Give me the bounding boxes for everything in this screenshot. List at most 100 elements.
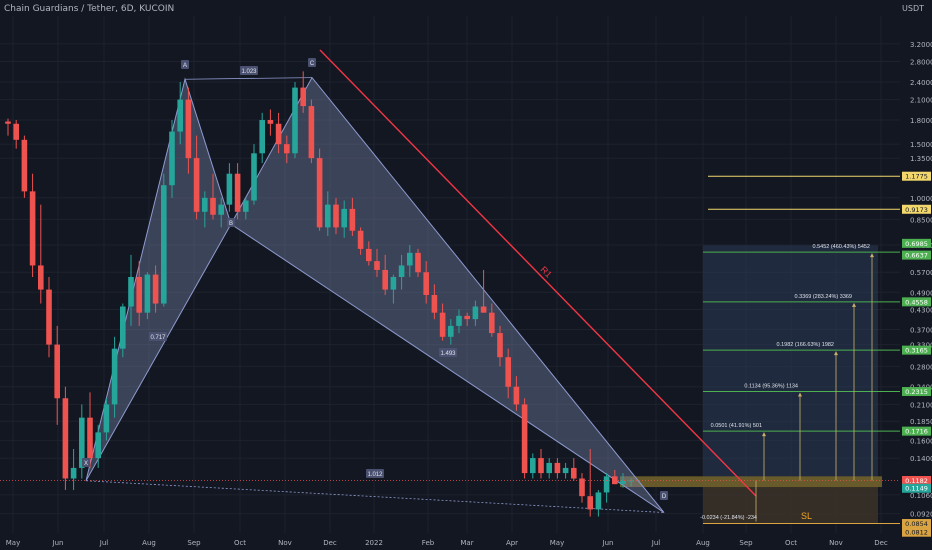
price-tag (902, 204, 931, 214)
candle-body (620, 480, 626, 485)
projection-zone (620, 245, 882, 524)
price-tag (902, 238, 931, 248)
ratio-badge (149, 332, 167, 341)
price-tag (902, 297, 931, 307)
x-tick-label: Sep (187, 539, 201, 547)
price-tag-label: 0.4558 (905, 298, 928, 306)
pattern-labels: A B C D X 1.023 0.717 1.493 1.012 (82, 58, 668, 500)
x-tick-label: Jun (602, 539, 614, 547)
price-tag-label: 1.1775 (905, 173, 928, 181)
pattern-point-a: A (183, 63, 187, 69)
candle-body (202, 197, 208, 212)
y-tick-label: 1.3500 (910, 155, 932, 163)
candle-body (111, 348, 118, 405)
pattern-point-badge (227, 218, 235, 227)
target-label: 0.1982 (166.63%) 1982 (777, 342, 835, 348)
candle-body (554, 462, 561, 474)
candle-body (480, 306, 487, 313)
candle-body (128, 276, 134, 307)
candle-body (46, 289, 52, 345)
target-arrow-head (834, 351, 838, 356)
candle-body (357, 230, 364, 249)
currency-unit: USDT (902, 4, 924, 13)
candle-body (603, 476, 610, 493)
target-arrow-head (870, 253, 874, 258)
price-tag (902, 387, 931, 397)
y-tick-label: 2.8000 (910, 59, 932, 67)
x-tick-label: May (6, 539, 20, 547)
candle-body (259, 120, 265, 154)
candle-body (251, 153, 257, 201)
x-tick-label: Nov (278, 539, 292, 547)
y-axis: 3.2000 2.8000 2.4000 2.1000 1.8000 1.5000 1.35… (900, 0, 932, 550)
x-tick-label: Feb (422, 539, 435, 547)
candle-body (439, 312, 446, 337)
x-tick-label: Apr (506, 539, 518, 547)
y-tick-label: 2.1000 (910, 97, 932, 105)
resistance-line (319, 49, 757, 497)
stop-zone (703, 480, 878, 524)
y-tick-label: 3.2000 (910, 41, 932, 49)
candle-body (70, 467, 77, 479)
pattern-point-d: D (662, 494, 667, 500)
x-tick-label: Jul (99, 539, 109, 547)
candle-body (169, 131, 175, 186)
x-tick-label: Oct (785, 539, 797, 547)
candle-body (177, 99, 183, 132)
candle-body (562, 467, 569, 474)
candle-body (407, 252, 413, 266)
candle-body (333, 204, 339, 228)
ratio-label: 1.023 (241, 69, 257, 75)
price-tag (902, 426, 931, 436)
candle-body (579, 478, 585, 497)
pattern-point-b: B (229, 221, 233, 227)
price-tag (902, 483, 931, 493)
stop-loss-label: SL (801, 511, 812, 521)
candle-body (62, 398, 69, 479)
stop-loss-value: -0.0234 (-21.84%) -234 (700, 515, 757, 521)
candle-body (505, 357, 511, 387)
price-tag (902, 345, 931, 355)
candle-body (38, 265, 44, 290)
price-tag-label: 0.6985 (905, 240, 928, 248)
ratio-label: 0.717 (150, 335, 166, 341)
candle-body (587, 496, 593, 510)
candle-body (136, 276, 142, 313)
candle-body (210, 197, 216, 215)
ratio-badge (240, 66, 258, 75)
price-tag-label: 0.9173 (905, 206, 928, 214)
price-tag (902, 527, 931, 537)
price-tag (902, 171, 931, 181)
target-arrow-head (852, 302, 856, 307)
pattern-point-c: C (310, 61, 315, 67)
candle-body (152, 274, 159, 304)
candle-body (103, 404, 110, 433)
y-axis-bg (900, 0, 932, 550)
candle-body (54, 344, 60, 399)
candle-body (29, 191, 36, 266)
candle-body (448, 325, 454, 337)
pattern-line-xd (85, 480, 665, 513)
candle-body (13, 123, 19, 140)
x-tick-label: Oct (234, 539, 246, 547)
candle-body (5, 121, 11, 124)
candle-body (423, 272, 429, 295)
ratio-label: 1.493 (440, 351, 456, 357)
price-tag-label: 0.6637 (905, 252, 928, 260)
target-zone (703, 245, 878, 481)
price-tag-label: 0.1716 (905, 428, 928, 436)
candle-body (546, 462, 552, 474)
pattern-point-badge (181, 60, 189, 69)
candle-body (349, 208, 356, 231)
candle-body (628, 480, 634, 482)
x-tick-label: Jun (52, 539, 64, 547)
candle-body (382, 269, 388, 290)
